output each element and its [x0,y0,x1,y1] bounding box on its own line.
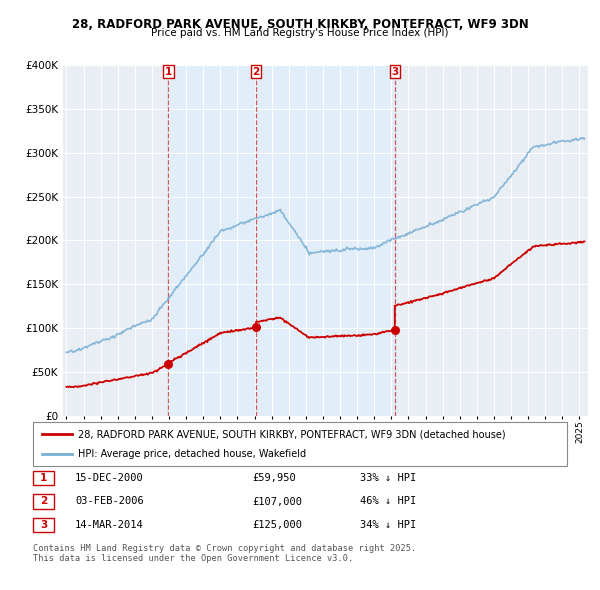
Text: 1: 1 [165,67,172,77]
Text: 2: 2 [40,497,47,506]
Text: Price paid vs. HM Land Registry's House Price Index (HPI): Price paid vs. HM Land Registry's House … [151,28,449,38]
Text: 33% ↓ HPI: 33% ↓ HPI [360,473,416,483]
Text: 46% ↓ HPI: 46% ↓ HPI [360,497,416,506]
Text: 3: 3 [40,520,47,530]
Text: 15-DEC-2000: 15-DEC-2000 [75,473,144,483]
Text: HPI: Average price, detached house, Wakefield: HPI: Average price, detached house, Wake… [78,449,306,458]
Text: 3: 3 [391,67,398,77]
Text: 14-MAR-2014: 14-MAR-2014 [75,520,144,530]
Text: 28, RADFORD PARK AVENUE, SOUTH KIRKBY, PONTEFRACT, WF9 3DN: 28, RADFORD PARK AVENUE, SOUTH KIRKBY, P… [71,18,529,31]
Text: 03-FEB-2006: 03-FEB-2006 [75,497,144,506]
Bar [169,65,395,416]
Text: £107,000: £107,000 [252,497,302,506]
Text: 1: 1 [40,473,47,483]
Text: £125,000: £125,000 [252,520,302,530]
Text: 28, RADFORD PARK AVENUE, SOUTH KIRKBY, PONTEFRACT, WF9 3DN (detached house): 28, RADFORD PARK AVENUE, SOUTH KIRKBY, P… [78,430,506,439]
Text: 2: 2 [253,67,260,77]
Text: 34% ↓ HPI: 34% ↓ HPI [360,520,416,530]
Text: Contains HM Land Registry data © Crown copyright and database right 2025.
This d: Contains HM Land Registry data © Crown c… [33,544,416,563]
Text: £59,950: £59,950 [252,473,296,483]
